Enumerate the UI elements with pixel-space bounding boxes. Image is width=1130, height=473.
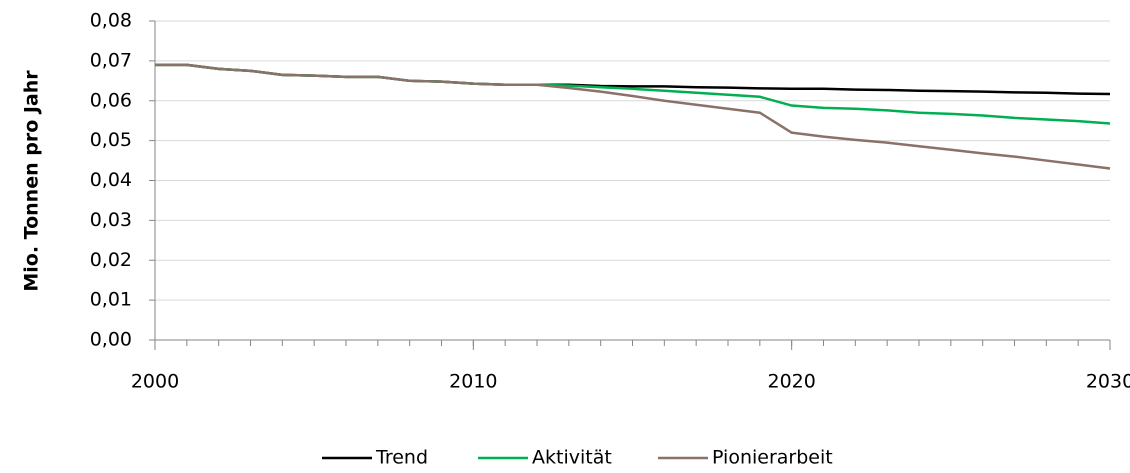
y-tick-label: 0,04 xyxy=(90,169,132,191)
y-tick-label: 0,08 xyxy=(90,10,132,32)
y-tick-label: 0,05 xyxy=(90,129,132,151)
y-tick-label: 0,03 xyxy=(90,209,132,231)
x-tick-label: 2010 xyxy=(449,371,497,393)
x-tick-label: 2020 xyxy=(767,371,815,393)
y-tick-label: 0,00 xyxy=(90,329,132,351)
legend-label: Aktivität xyxy=(532,447,612,469)
y-axis-label: Mio. Tonnen pro Jahr xyxy=(21,70,43,292)
line-series xyxy=(155,63,1111,125)
x-tick-label: 2000 xyxy=(131,371,179,393)
legend-label: Trend xyxy=(375,447,428,469)
y-tick-label: 0,02 xyxy=(90,249,132,271)
y-tick-label: 0,07 xyxy=(90,49,132,71)
x-tick-label: 2030 xyxy=(1086,371,1130,393)
y-tick-label: 0,01 xyxy=(90,289,132,311)
y-tick-label: 0,06 xyxy=(90,89,132,111)
legend-label: Pionierarbeit xyxy=(712,447,833,469)
line-series xyxy=(155,63,1111,170)
